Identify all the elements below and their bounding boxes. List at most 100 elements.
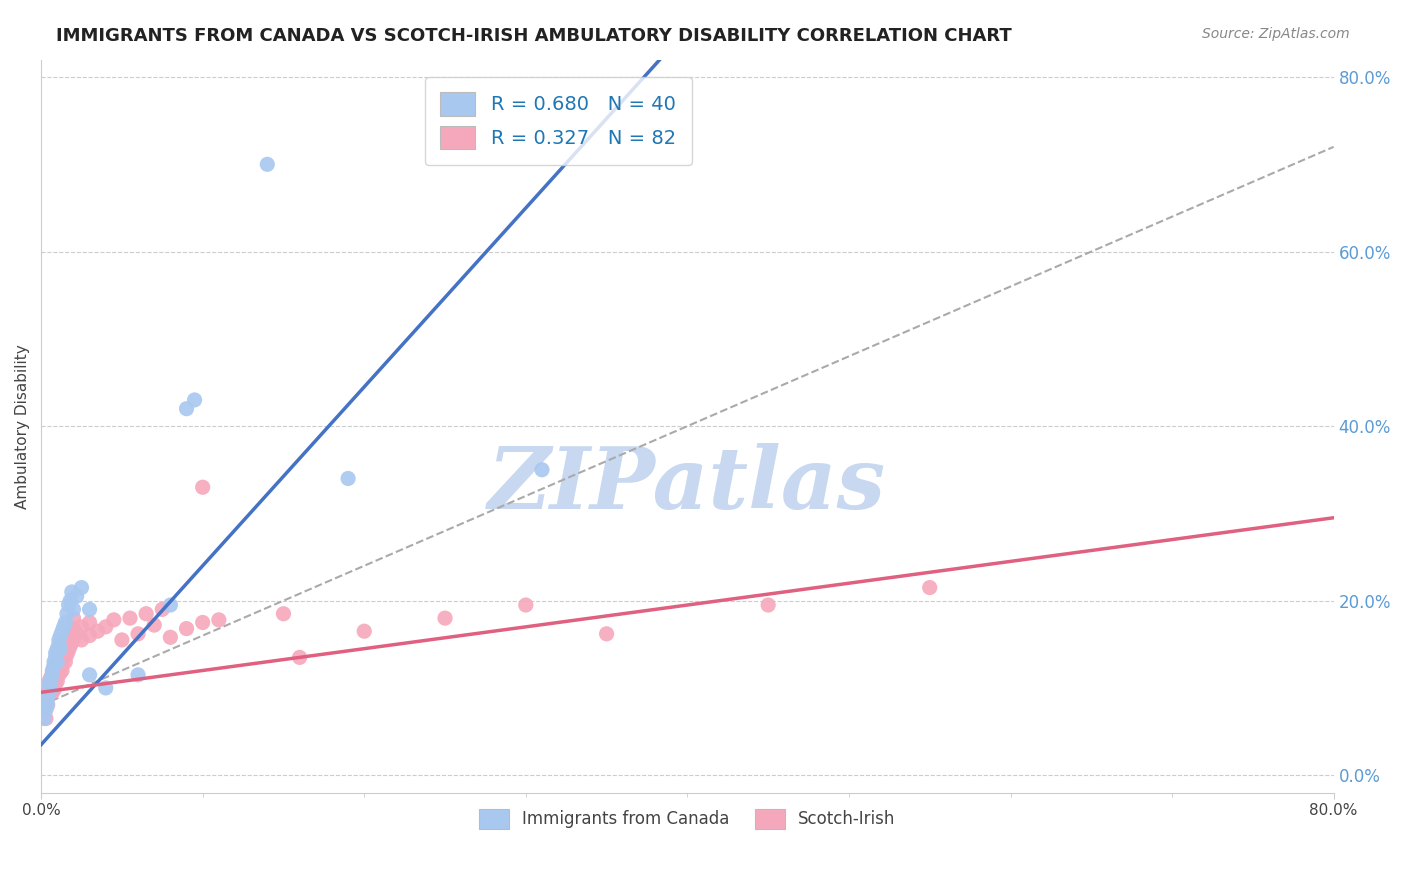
Point [56, 648, 79, 662]
Point [273, 607, 295, 621]
Point [49, 650, 72, 665]
Point [183, 392, 205, 407]
Point [59, 629, 82, 643]
Point [58, 632, 80, 647]
Point [176, 401, 198, 416]
Point [86, 624, 108, 639]
Point [37, 697, 59, 711]
Point [176, 622, 198, 636]
Point [48, 632, 70, 647]
Text: IMMIGRANTS FROM CANADA VS SCOTCH-IRISH AMBULATORY DISABILITY CORRELATION CHART: IMMIGRANTS FROM CANADA VS SCOTCH-IRISH A… [56, 27, 1012, 45]
Point [353, 624, 375, 639]
Point [66, 627, 89, 641]
Text: Source: ZipAtlas.com: Source: ZipAtlas.com [1202, 27, 1350, 41]
Point [60, 585, 83, 599]
Point [48, 655, 70, 669]
Point [38, 685, 60, 699]
Point [37, 690, 59, 704]
Legend: Immigrants from Canada, Scotch-Irish: Immigrants from Canada, Scotch-Irish [472, 802, 903, 836]
Point [37, 685, 59, 699]
Point [46, 668, 69, 682]
Point [53, 655, 76, 669]
Point [49, 659, 72, 673]
Point [191, 615, 214, 630]
Point [41, 665, 63, 680]
Point [56, 630, 79, 644]
Point [111, 632, 134, 647]
Point [49, 665, 72, 680]
Point [208, 613, 231, 627]
Point [35, 711, 58, 725]
Point [41, 685, 63, 699]
Point [42, 682, 65, 697]
Point [159, 630, 181, 644]
Point [46, 655, 69, 669]
Point [79, 629, 101, 643]
Point [45, 650, 67, 665]
Point [150, 602, 173, 616]
Point [34, 698, 56, 713]
Point [35, 703, 58, 717]
Point [34, 703, 56, 717]
Point [56, 607, 79, 621]
Point [60, 626, 83, 640]
Point [39, 685, 62, 699]
Point [42, 659, 65, 673]
Point [595, 627, 617, 641]
Point [337, 471, 360, 485]
Point [434, 611, 457, 625]
Point [135, 607, 157, 621]
Point [39, 681, 62, 695]
Point [45, 646, 67, 660]
Point [38, 676, 60, 690]
Point [53, 637, 76, 651]
Point [53, 615, 76, 630]
Point [58, 643, 80, 657]
Point [41, 676, 63, 690]
Point [42, 668, 65, 682]
Point [48, 664, 70, 678]
Point [45, 676, 67, 690]
Point [66, 589, 89, 603]
Point [70, 632, 93, 647]
Point [62, 602, 84, 616]
Point [45, 664, 67, 678]
Point [94, 681, 117, 695]
Point [51, 655, 73, 669]
Point [530, 463, 553, 477]
Point [51, 635, 73, 649]
Point [60, 635, 83, 649]
Point [38, 673, 60, 688]
Text: ZIPatlas: ZIPatlas [488, 443, 886, 526]
Point [127, 668, 149, 682]
Point [42, 659, 65, 673]
Point [79, 615, 101, 630]
Point [103, 613, 125, 627]
Point [70, 581, 93, 595]
Y-axis label: Ambulatory Disability: Ambulatory Disability [15, 343, 30, 508]
Point [39, 672, 62, 686]
Point [52, 620, 75, 634]
Point [52, 650, 75, 665]
Point [48, 646, 70, 660]
Point [58, 598, 80, 612]
Point [159, 598, 181, 612]
Point [59, 639, 82, 653]
Point [51, 646, 73, 660]
Point [288, 650, 311, 665]
Point [62, 622, 84, 636]
Point [918, 581, 941, 595]
Point [51, 624, 73, 639]
Point [45, 655, 67, 669]
Point [37, 690, 59, 704]
Point [49, 639, 72, 653]
Point [62, 632, 84, 647]
Point [41, 664, 63, 678]
Point [39, 679, 62, 693]
Point [62, 611, 84, 625]
Point [59, 593, 82, 607]
Point [48, 668, 70, 682]
Point [70, 620, 93, 634]
Point [41, 668, 63, 682]
Point [49, 641, 72, 656]
